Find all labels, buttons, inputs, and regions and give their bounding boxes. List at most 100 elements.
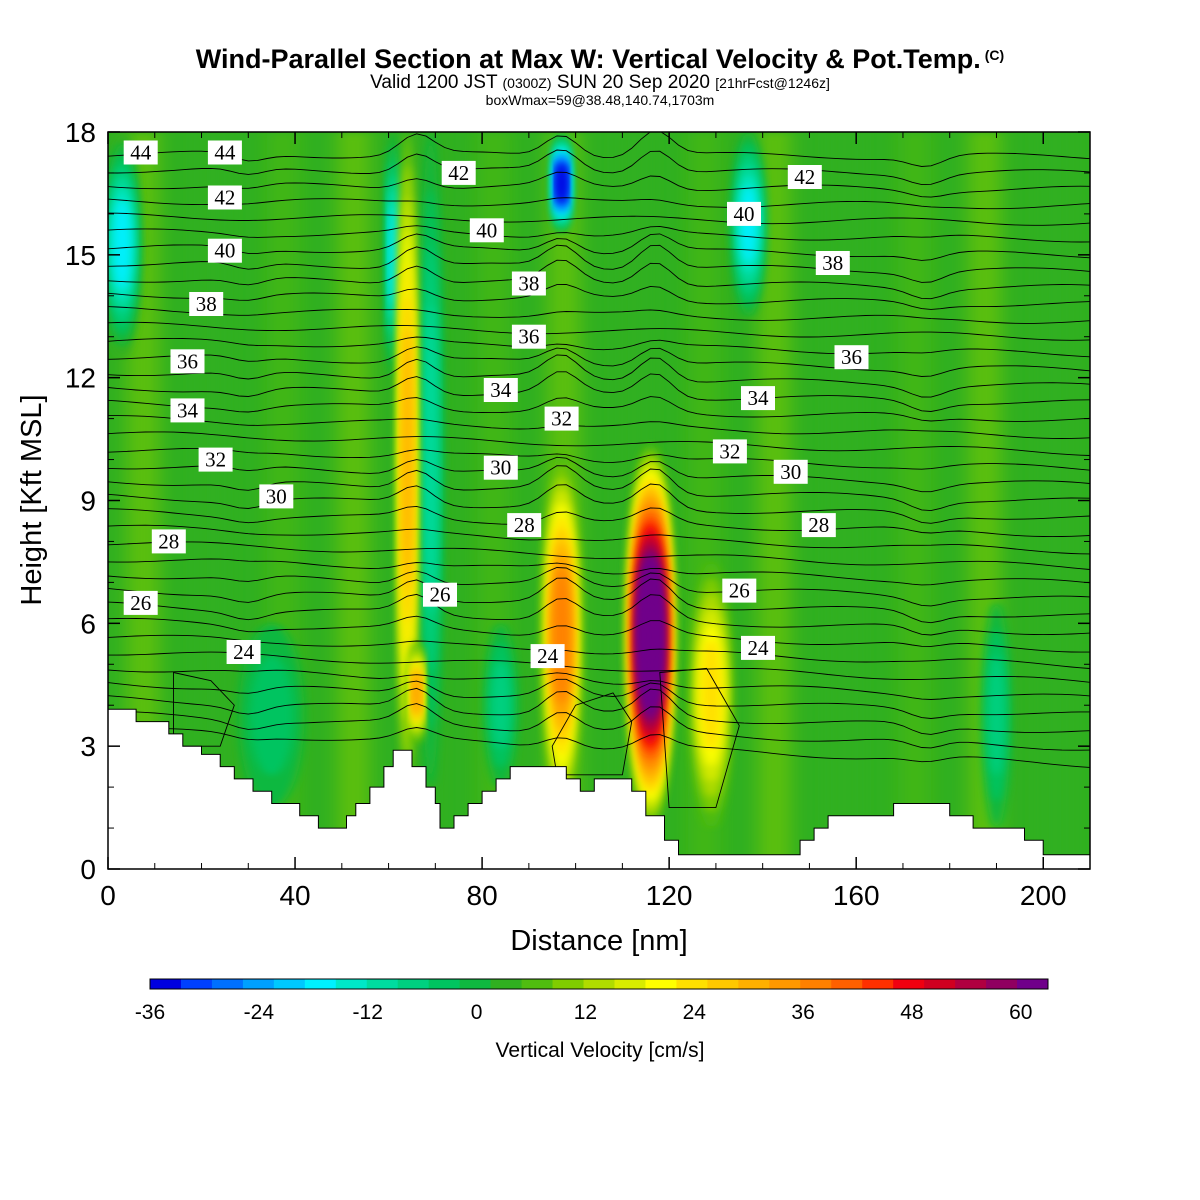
isentrope-label: 42 [787,165,822,189]
isentrope-label-box [123,590,158,615]
downdraft-column [982,602,1011,829]
colorbar-swatch [862,979,894,989]
isentrope-label-box [441,160,476,185]
x-tick-label: 200 [1020,880,1067,911]
isentrope-label-box [469,218,504,243]
isentrope-line [108,541,1090,570]
colorbar-swatch [645,979,677,989]
updraft-column [409,639,424,747]
isentrope-label-box [722,578,757,603]
isentrope-label-text: 28 [808,513,829,537]
isentrope-label-text: 26 [430,583,451,607]
x-axis: 0 40 80 120 160 200 [100,132,1091,911]
field-band [337,132,370,869]
colorbar-swatch [738,979,770,989]
isentrope-label-text: 38 [822,251,843,275]
colorbar-label: Vertical Velocity [cm/s] [496,1039,705,1062]
isentrope-line [108,577,1090,624]
colorbar-swatch [1017,979,1049,989]
isentrope-line [108,669,1090,700]
forecast-info: [21hrFcst@1246z] [715,75,830,91]
x-axis-label: Distance [nm] [510,925,687,957]
isentrope-line [108,447,1090,471]
isentrope-line [108,336,1090,358]
isentrope-label: 40 [727,201,761,226]
valid-date: SUN 20 Sep 2020 [556,72,710,93]
y-tick-label: 0 [80,854,96,885]
updraft-column-level [553,567,570,704]
isentrope-label: 42 [207,185,242,210]
isentrope-line [108,651,1090,683]
isentrope-line [108,283,1090,310]
isentrope-label-text: 30 [266,484,287,508]
downdraft-column [108,132,141,358]
isentrope-line [108,678,1090,719]
isentrope-line [108,524,1090,555]
terrain-mask [108,708,1090,869]
x-tick-label: 120 [646,880,693,911]
updraft-column-level [413,672,420,714]
isentrope-label: 38 [189,292,224,316]
isentrope-label-box [170,349,205,374]
isentrope-line [108,615,1090,653]
y-tick-label: 12 [65,363,96,394]
x-tick-label: 80 [467,880,498,911]
colorbar-swatch [459,979,492,989]
colorbar-swatch [521,979,554,989]
downdraft-column-level [249,655,294,776]
colorbar-swatch [335,979,368,989]
isentrope-line [108,431,1090,456]
isentrope-label-text: 44 [214,141,236,165]
isentrope-line [108,321,1090,341]
isentrope-label-text: 32 [551,407,572,431]
isentrope-line [108,505,1090,538]
colorbar-swatch [893,979,925,989]
isentrope-label: 28 [507,513,542,538]
isentrope-label-text: 40 [734,202,755,226]
isentrope-label: 32 [712,439,747,464]
isentrope-label-text: 30 [780,460,801,484]
isentrope-line [108,346,1090,377]
updraft-column [397,132,417,788]
isentrope-label-text: 26 [130,591,151,615]
updraft-column-level [641,571,660,701]
field-band [898,132,932,869]
isentrope-line [108,371,1090,412]
colorbar-swatch [397,979,430,989]
y-tick-label: 6 [80,608,96,639]
colorbar-swatch [800,979,832,989]
plot-area: 44 44 42 40 38 36 34 32 30 28 26 24 42 40 38 36 34 32 30 28… [108,132,1090,869]
colorbar-frame [149,978,1049,990]
y-tick-label: 9 [80,486,96,517]
isentrope-line [108,225,1090,243]
y-tick-label: 15 [65,240,96,271]
isentrope-label-text: 24 [748,636,770,660]
colorbar-swatch [769,979,801,989]
isentrope-line [108,354,1090,398]
valid-utc: (0300Z) [502,75,552,91]
isentrope-label: 34 [483,378,518,402]
isentrope-line [108,197,1090,210]
x-tick-label: 160 [833,880,880,911]
isentrope-line [108,171,1090,198]
colorbar-tick-label: -24 [244,1001,275,1024]
isentrope-label-text: 32 [719,439,740,463]
isentrope-line [108,456,1090,493]
colorbar-tick-label: -36 [135,1001,165,1024]
isentrope-label: 34 [741,386,775,411]
isentrope-label: 30 [773,459,808,484]
isentrope-label-box [511,271,546,296]
isentrope-line [108,259,1090,300]
colorbar-tick-label: 12 [574,1001,597,1024]
colorbar-swatch [304,979,337,989]
isentrope-label: 26 [423,582,457,607]
isentrope-label-text: 42 [794,165,815,189]
valid-prefix: Valid 1200 JST [370,72,498,93]
isentrope-label: 24 [741,635,775,660]
isentrope-label-box [151,529,186,554]
isentrope-line [108,593,1090,636]
x-tick-label: 0 [100,880,116,911]
colorbar-swatch [831,979,863,989]
colorbar-swatch [924,979,956,989]
isentrope-label: 32 [198,447,233,472]
